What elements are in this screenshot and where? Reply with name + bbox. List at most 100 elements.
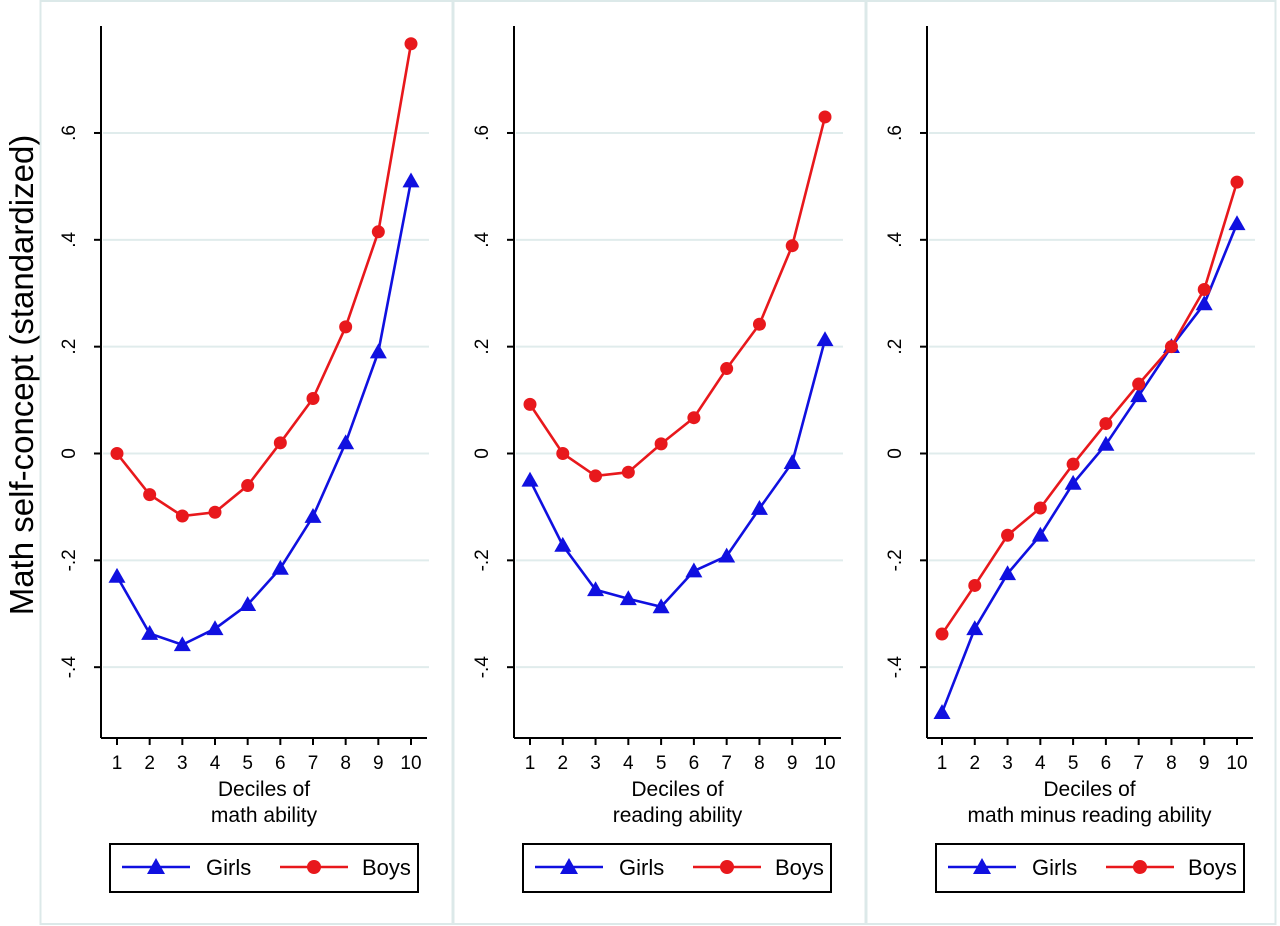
data-point-boys: [720, 362, 734, 376]
legend-boys-marker: [1133, 860, 1147, 874]
y-tick-label: 0: [885, 448, 906, 459]
legend-boys-label: Boys: [362, 855, 411, 880]
data-point-girls: [271, 559, 289, 575]
data-point-boys: [241, 479, 255, 493]
y-tick-label: .2: [59, 339, 80, 355]
legend-boys-marker: [307, 860, 321, 874]
x-axis-label: math minus reading ability: [968, 804, 1212, 827]
x-tick-label: 9: [787, 753, 798, 774]
data-point-girls: [1228, 215, 1246, 231]
x-tick-label: 8: [754, 753, 765, 774]
x-tick-label: 1: [937, 753, 948, 774]
data-point-girls: [239, 596, 257, 612]
data-point-girls: [619, 590, 637, 606]
x-axis-label: Deciles of: [1043, 778, 1135, 801]
series-line-boys: [940, 181, 1239, 635]
x-tick-label: 4: [623, 753, 634, 774]
data-point-boys: [752, 317, 766, 331]
y-tick-label: 0: [59, 448, 80, 459]
y-tick-label: -.2: [59, 549, 80, 571]
y-tick-label: .6: [59, 125, 80, 141]
series-line-girls: [115, 180, 413, 647]
data-point-girls: [402, 172, 420, 188]
panel-1: .6 .4 .2 0 -.2 -.4 1 2 3 4 5 6 7 8 9 10 Deciles of math a…: [39, 0, 454, 925]
legend-boys-marker: [720, 860, 734, 874]
x-tick-label: 8: [340, 753, 351, 774]
x-tick-label: 6: [1101, 753, 1112, 774]
legend-girls-label: Girls: [1032, 855, 1077, 880]
data-point-boys: [1066, 457, 1080, 471]
data-point-girls: [173, 636, 191, 652]
y-tick-label: .2: [885, 339, 906, 355]
y-tick-label: -.4: [59, 656, 80, 679]
x-tick-label: 6: [689, 753, 700, 774]
legend: Girls Boys: [522, 843, 832, 893]
data-point-boys: [687, 411, 701, 425]
data-point-girls: [1064, 474, 1082, 490]
x-tick-label: 2: [557, 753, 568, 774]
x-tick-label: 7: [721, 753, 732, 774]
data-point-boys: [339, 320, 353, 334]
x-tick-label: 5: [1068, 753, 1079, 774]
data-point-boys: [1230, 175, 1244, 189]
data-point-boys: [110, 447, 124, 460]
data-point-boys: [935, 627, 949, 641]
data-point-boys: [1132, 377, 1146, 391]
x-tick-label: 3: [590, 753, 601, 774]
x-tick-label: 4: [1035, 753, 1046, 774]
data-point-boys: [654, 437, 668, 451]
data-point-boys: [621, 465, 635, 479]
legend-girls-label: Girls: [206, 855, 251, 880]
x-tick-label: 2: [969, 753, 980, 774]
data-point-boys: [1099, 417, 1113, 431]
y-tick-label: .4: [59, 231, 80, 247]
data-point-girls: [141, 625, 159, 640]
data-point-girls: [554, 536, 572, 552]
y-tick-label: .6: [472, 125, 493, 141]
data-point-girls: [816, 331, 834, 347]
data-point-girls: [1130, 387, 1148, 403]
legend-girls-marker: [560, 858, 578, 874]
data-point-boys: [404, 37, 418, 51]
data-point-boys: [1001, 528, 1015, 542]
y-tick-label: -.2: [472, 549, 493, 571]
data-point-boys: [523, 397, 537, 411]
data-point-boys: [273, 436, 287, 450]
x-tick-label: 6: [275, 753, 286, 774]
x-axis-label: Deciles of: [631, 778, 723, 801]
x-tick-label: 9: [1199, 753, 1210, 774]
data-point-girls: [521, 471, 539, 487]
panel-3: .6 .4 .2 0 -.2 -.4 1 2 3 4 5 6 7 8 9 10 Deciles of math m…: [865, 0, 1277, 925]
y-tick-label: -.2: [885, 549, 906, 571]
x-axis-label: reading ability: [613, 804, 743, 827]
data-point-girls: [1097, 435, 1115, 451]
series-line-boys: [528, 116, 827, 478]
data-point-girls: [1031, 526, 1049, 542]
data-point-girls: [966, 620, 984, 636]
y-tick-label: .4: [472, 231, 493, 247]
data-point-girls: [685, 562, 703, 578]
legend-girls-marker: [973, 858, 991, 874]
data-point-boys: [175, 509, 189, 523]
data-point-boys: [208, 505, 222, 519]
legend-boys-label: Boys: [775, 855, 824, 880]
data-point-girls: [369, 343, 387, 359]
data-point-boys: [306, 391, 320, 405]
x-tick-label: 5: [242, 753, 253, 774]
series-line-boys: [115, 43, 413, 518]
data-point-boys: [1033, 501, 1047, 515]
data-point-girls: [206, 620, 224, 636]
data-point-boys: [818, 110, 832, 124]
x-tick-label: 10: [1226, 753, 1247, 774]
data-point-girls: [718, 547, 736, 563]
x-tick-label: 9: [373, 753, 384, 774]
data-point-girls: [750, 500, 768, 515]
x-tick-label: 10: [814, 753, 835, 774]
legend-girls-marker: [147, 858, 165, 874]
data-point-girls: [783, 454, 801, 469]
x-axis-label: Deciles of: [218, 778, 310, 801]
y-tick-label: -.4: [885, 656, 906, 679]
x-tick-label: 10: [400, 753, 421, 774]
series-line-girls: [528, 339, 827, 609]
